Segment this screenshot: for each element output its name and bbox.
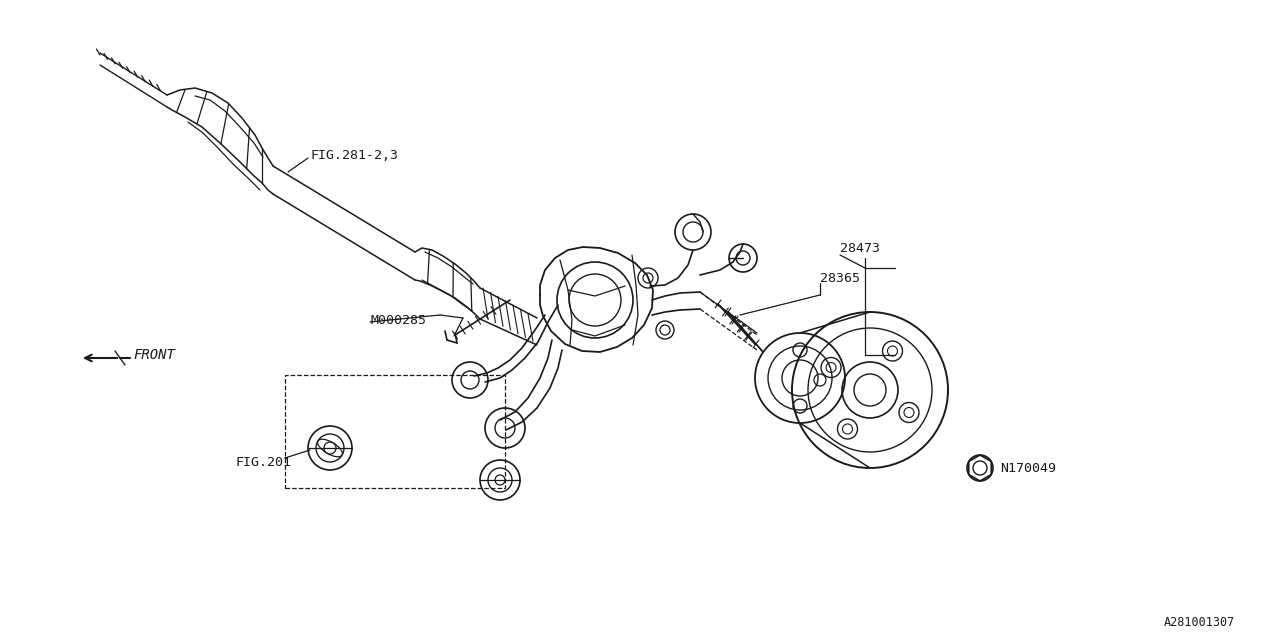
Bar bbox=[285, 375, 506, 488]
Text: A281001307: A281001307 bbox=[1164, 616, 1235, 628]
Text: FRONT: FRONT bbox=[133, 348, 175, 362]
Text: FIG.281-2,3: FIG.281-2,3 bbox=[310, 148, 398, 161]
Text: 28365: 28365 bbox=[820, 271, 860, 285]
Text: FIG.201: FIG.201 bbox=[236, 456, 291, 468]
Text: M000285: M000285 bbox=[370, 314, 426, 326]
Text: 28473: 28473 bbox=[840, 241, 881, 255]
Text: N170049: N170049 bbox=[1000, 461, 1056, 474]
